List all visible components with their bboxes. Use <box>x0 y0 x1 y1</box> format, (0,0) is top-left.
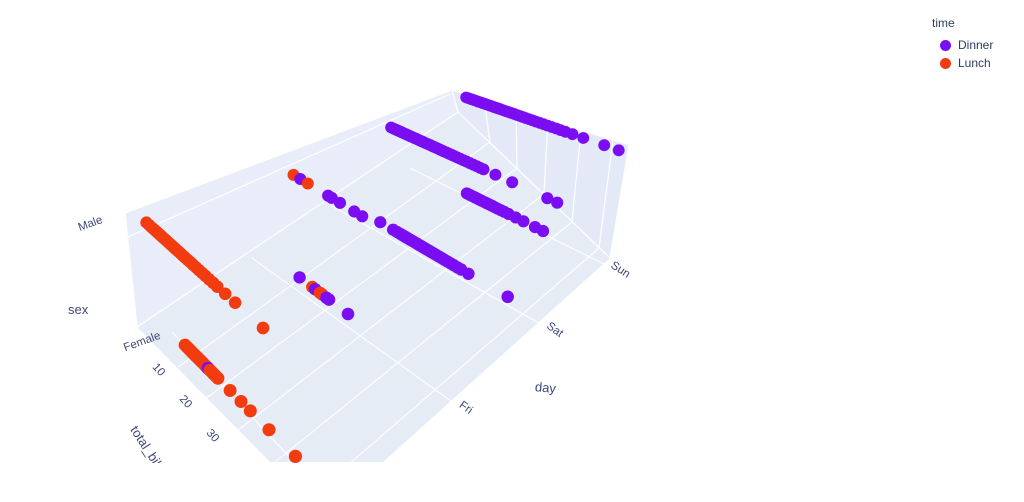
data-point[interactable]: Male / Sat / Dinner / 50.8 <box>551 196 564 209</box>
legend-label-dinner: Dinner <box>958 38 994 52</box>
data-point[interactable]: Female / Sat / Dinner / 32 <box>462 267 475 280</box>
data-point[interactable]: Male / Fri / Dinner / 36.8 <box>356 210 369 223</box>
data-point[interactable]: Male / Sat / Dinner / 34.6 <box>489 168 502 181</box>
legend: time Dinner Lunch <box>918 16 1018 72</box>
data-point[interactable]: Male / Sat / Dinner / 31.5 <box>477 163 490 176</box>
grid-tb-20 <box>204 167 518 400</box>
data-point[interactable]: Female / Thur / Lunch / 29 <box>243 404 257 418</box>
box-edges <box>124 89 630 328</box>
data-point[interactable]: Female / Thur / Lunch / 22.5 <box>223 384 237 397</box>
legend-label-lunch: Lunch <box>958 56 991 70</box>
data-point[interactable]: Female / Fri / Dinner / 5.2 <box>293 271 306 284</box>
lunch-swatch-icon <box>940 57 951 69</box>
data-point[interactable]: Female / Thur / Lunch / 26 <box>234 395 248 408</box>
wallgrid-male-level <box>125 93 451 239</box>
data-point[interactable]: Male / Sat / Dinner / 39 <box>506 176 519 189</box>
data-point[interactable]: Male / Sun / Dinner / 48.2 <box>612 144 625 157</box>
data-point[interactable]: Female / Fri / Dinner / 15.4 <box>322 293 336 306</box>
data-point[interactable]: Female / Thur / Lunch / 43.5 <box>288 449 302 463</box>
grid-lines <box>125 93 614 462</box>
data-point[interactable]: Female / Sun / Dinner / 36 <box>536 224 550 238</box>
z-axis-title: sex <box>68 302 89 317</box>
data-point[interactable]: Male / Thur / Lunch / 43 <box>256 321 270 335</box>
data-point[interactable]: Male / Sat / Dinner / 48.2 <box>541 192 554 205</box>
data-point[interactable]: Male / Sun / Dinner / 38.7 <box>577 132 590 144</box>
data-point[interactable]: Male / Sun / Dinner / 35.8 <box>566 128 579 141</box>
dinner-swatch-icon <box>940 39 951 51</box>
scatter-points: Male / Sun / Dinner / 7.3Male / Sun / Di… <box>140 91 625 463</box>
data-point[interactable]: Female / Sat / Dinner / 3.1 <box>374 216 387 229</box>
wall-day-far <box>452 90 629 258</box>
data-point[interactable]: Male / Sun / Dinner / 44.3 <box>598 139 611 152</box>
data-point[interactable]: Female / Sun / Dinner / 28.6 <box>517 215 530 228</box>
wallgrid-tb-40 <box>571 129 582 223</box>
legend-item-dinner[interactable]: Dinner <box>918 36 1018 54</box>
wallgrid-tb-50 <box>598 139 614 249</box>
data-point[interactable]: Male / Fri / Dinner / 27.7 <box>333 196 347 209</box>
data-point[interactable]: Female / Fri / Dinner / 22 <box>341 307 355 321</box>
data-point[interactable]: Male / Fri / Lunch / 14.5 <box>301 177 314 190</box>
scene-canvas: Male / Sun / Dinner / 7.3Male / Sun / Di… <box>124 89 630 463</box>
wall-totalbill-zero <box>125 90 458 327</box>
y-axis-title: day <box>534 379 557 396</box>
data-point[interactable]: Female / Sat / Dinner / 44.9 <box>501 290 514 304</box>
data-point[interactable]: Female / Thur / Lunch / 18.6 <box>211 371 225 385</box>
data-point[interactable]: Male / Thur / Lunch / 34.5 <box>228 296 242 309</box>
data-point[interactable]: Male / Thur / Lunch / 31.5 <box>218 287 232 301</box>
grid-tb-30 <box>232 193 545 435</box>
grid-tb-50 <box>295 247 600 462</box>
grid-day-fri <box>251 257 456 405</box>
grid-tb-10 <box>177 141 491 368</box>
legend-item-lunch[interactable]: Lunch <box>918 54 1018 72</box>
grid-tb-40 <box>263 221 573 462</box>
grid-day-sat <box>331 205 545 327</box>
data-point[interactable]: Female / Thur / Lunch / 35 <box>262 423 276 437</box>
legend-title: time <box>932 16 955 30</box>
scene-3d[interactable]: Male / Sun / Dinner / 7.3Male / Sun / Di… <box>0 0 720 463</box>
wallgrid-tb-30 <box>543 119 549 195</box>
